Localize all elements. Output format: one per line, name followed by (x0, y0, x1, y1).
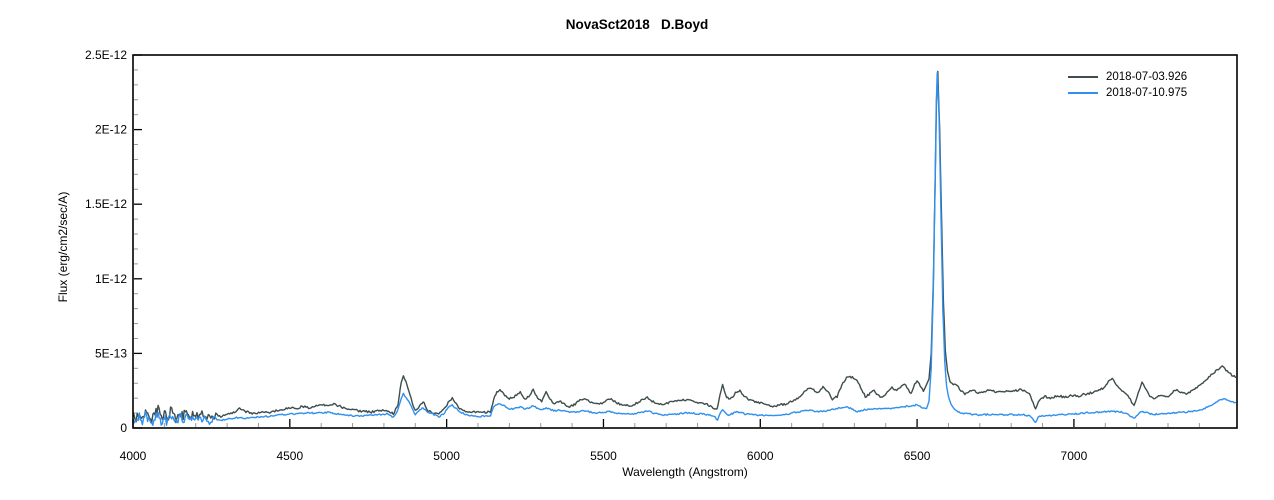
legend-line-swatch (1068, 92, 1098, 94)
series-line-2018-07-03.926 (133, 70, 1237, 424)
y-tick-label: 1E-12 (95, 272, 127, 286)
chart-title: NovaSct2018 D.Boyd (565, 17, 709, 32)
x-tick-label: 4000 (120, 449, 147, 463)
x-tick-label: 5500 (590, 449, 617, 463)
x-tick-label: 5000 (433, 449, 460, 463)
y-tick-label: 2E-12 (95, 123, 127, 137)
legend-line-swatch (1068, 76, 1098, 78)
legend-label: 2018-07-03.926 (1106, 71, 1188, 83)
plot-border (132, 54, 1238, 429)
x-tick-label: 4500 (276, 449, 303, 463)
legend-label: 2018-07-10.975 (1106, 87, 1188, 99)
y-tick-label: 2.5E-12 (85, 48, 127, 62)
y-tick-label: 0 (120, 421, 127, 435)
x-tick-label: 7000 (1061, 449, 1088, 463)
legend: 2018-07-03.926 2018-07-10.975 (1068, 69, 1187, 101)
x-axis-label: Wavelength (Angstrom) (622, 465, 748, 479)
y-tick-label: 5E-13 (95, 346, 127, 360)
series-line-2018-07-10.975 (133, 72, 1237, 426)
y-tick-label: 1.5E-12 (85, 197, 127, 211)
x-tick-label: 6500 (904, 449, 931, 463)
legend-item-1: 2018-07-03.926 (1068, 69, 1187, 85)
legend-item-2: 2018-07-10.975 (1068, 85, 1187, 101)
x-tick-label: 6000 (747, 449, 774, 463)
